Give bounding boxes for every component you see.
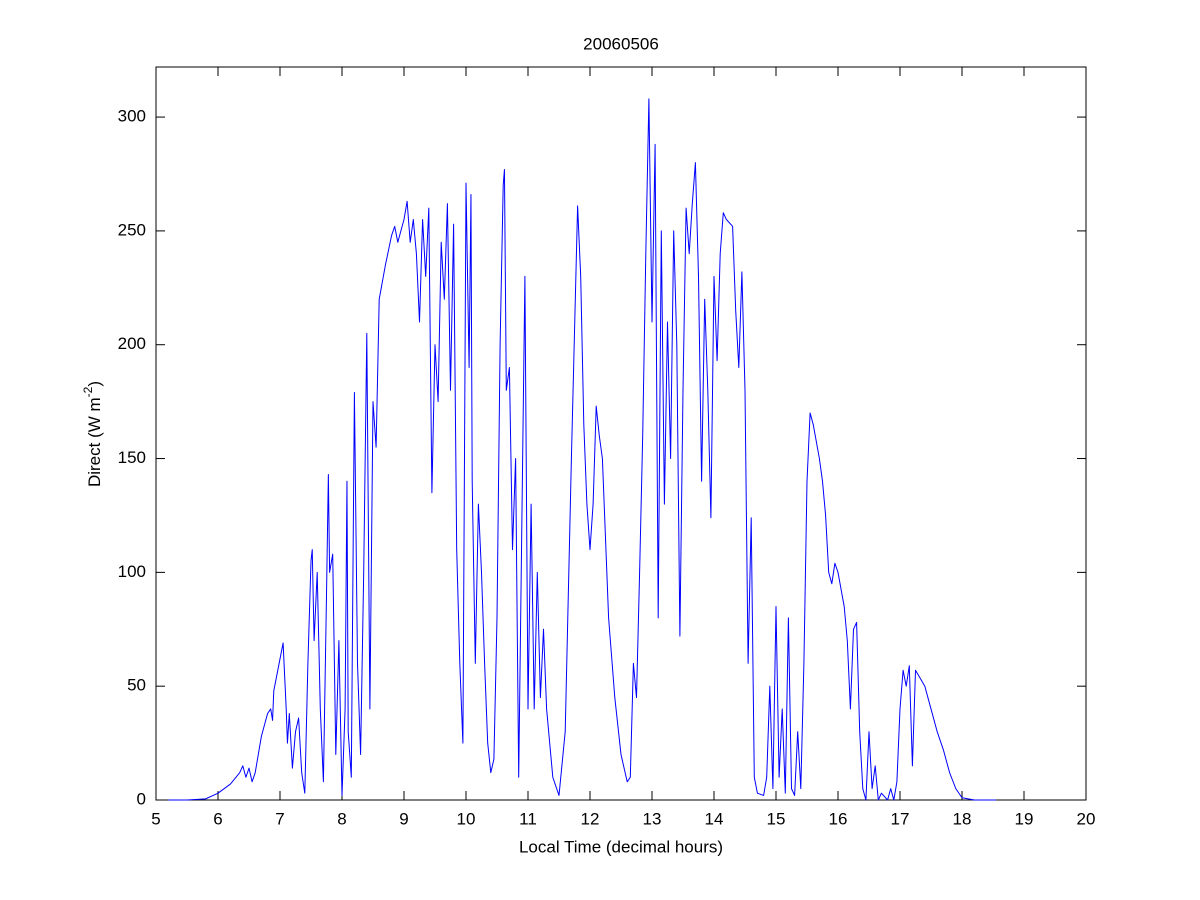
y-axis-label-end: ) xyxy=(85,381,104,387)
data-line xyxy=(168,98,997,801)
x-tick-label: 15 xyxy=(767,809,786,828)
x-tick-label: 18 xyxy=(953,809,972,828)
x-tick-label: 7 xyxy=(275,809,284,828)
y-axis-label-exponent: -2 xyxy=(81,386,95,397)
x-tick-label: 5 xyxy=(151,809,160,828)
x-tick-label: 20 xyxy=(1077,809,1096,828)
y-tick-label: 50 xyxy=(127,676,146,695)
x-axis-label: Local Time (decimal hours) xyxy=(519,837,723,856)
y-tick-label: 200 xyxy=(118,334,146,353)
x-tick-label: 10 xyxy=(457,809,476,828)
x-tick-label: 14 xyxy=(705,809,724,828)
x-tick-label: 8 xyxy=(337,809,346,828)
chart-title: 20060506 xyxy=(583,34,659,53)
y-tick-label: 0 xyxy=(137,789,146,808)
plot-frame xyxy=(155,66,1087,801)
x-tick-label: 13 xyxy=(643,809,662,828)
y-tick-label: 150 xyxy=(118,448,146,467)
y-axis-label-text: Direct (W m xyxy=(85,397,104,487)
x-tick-label: 16 xyxy=(829,809,848,828)
y-tick-label: 250 xyxy=(118,220,146,239)
y-tick-label: 300 xyxy=(118,107,146,126)
y-tick-label: 100 xyxy=(118,562,146,581)
x-tick-label: 9 xyxy=(399,809,408,828)
x-tick-label: 17 xyxy=(891,809,910,828)
x-tick-label: 11 xyxy=(519,809,537,828)
x-tick-label: 19 xyxy=(1015,809,1034,828)
x-tick-label: 12 xyxy=(581,809,600,828)
y-axis-label: Direct (W m-2) xyxy=(81,381,104,487)
x-tick-label: 6 xyxy=(213,809,222,828)
